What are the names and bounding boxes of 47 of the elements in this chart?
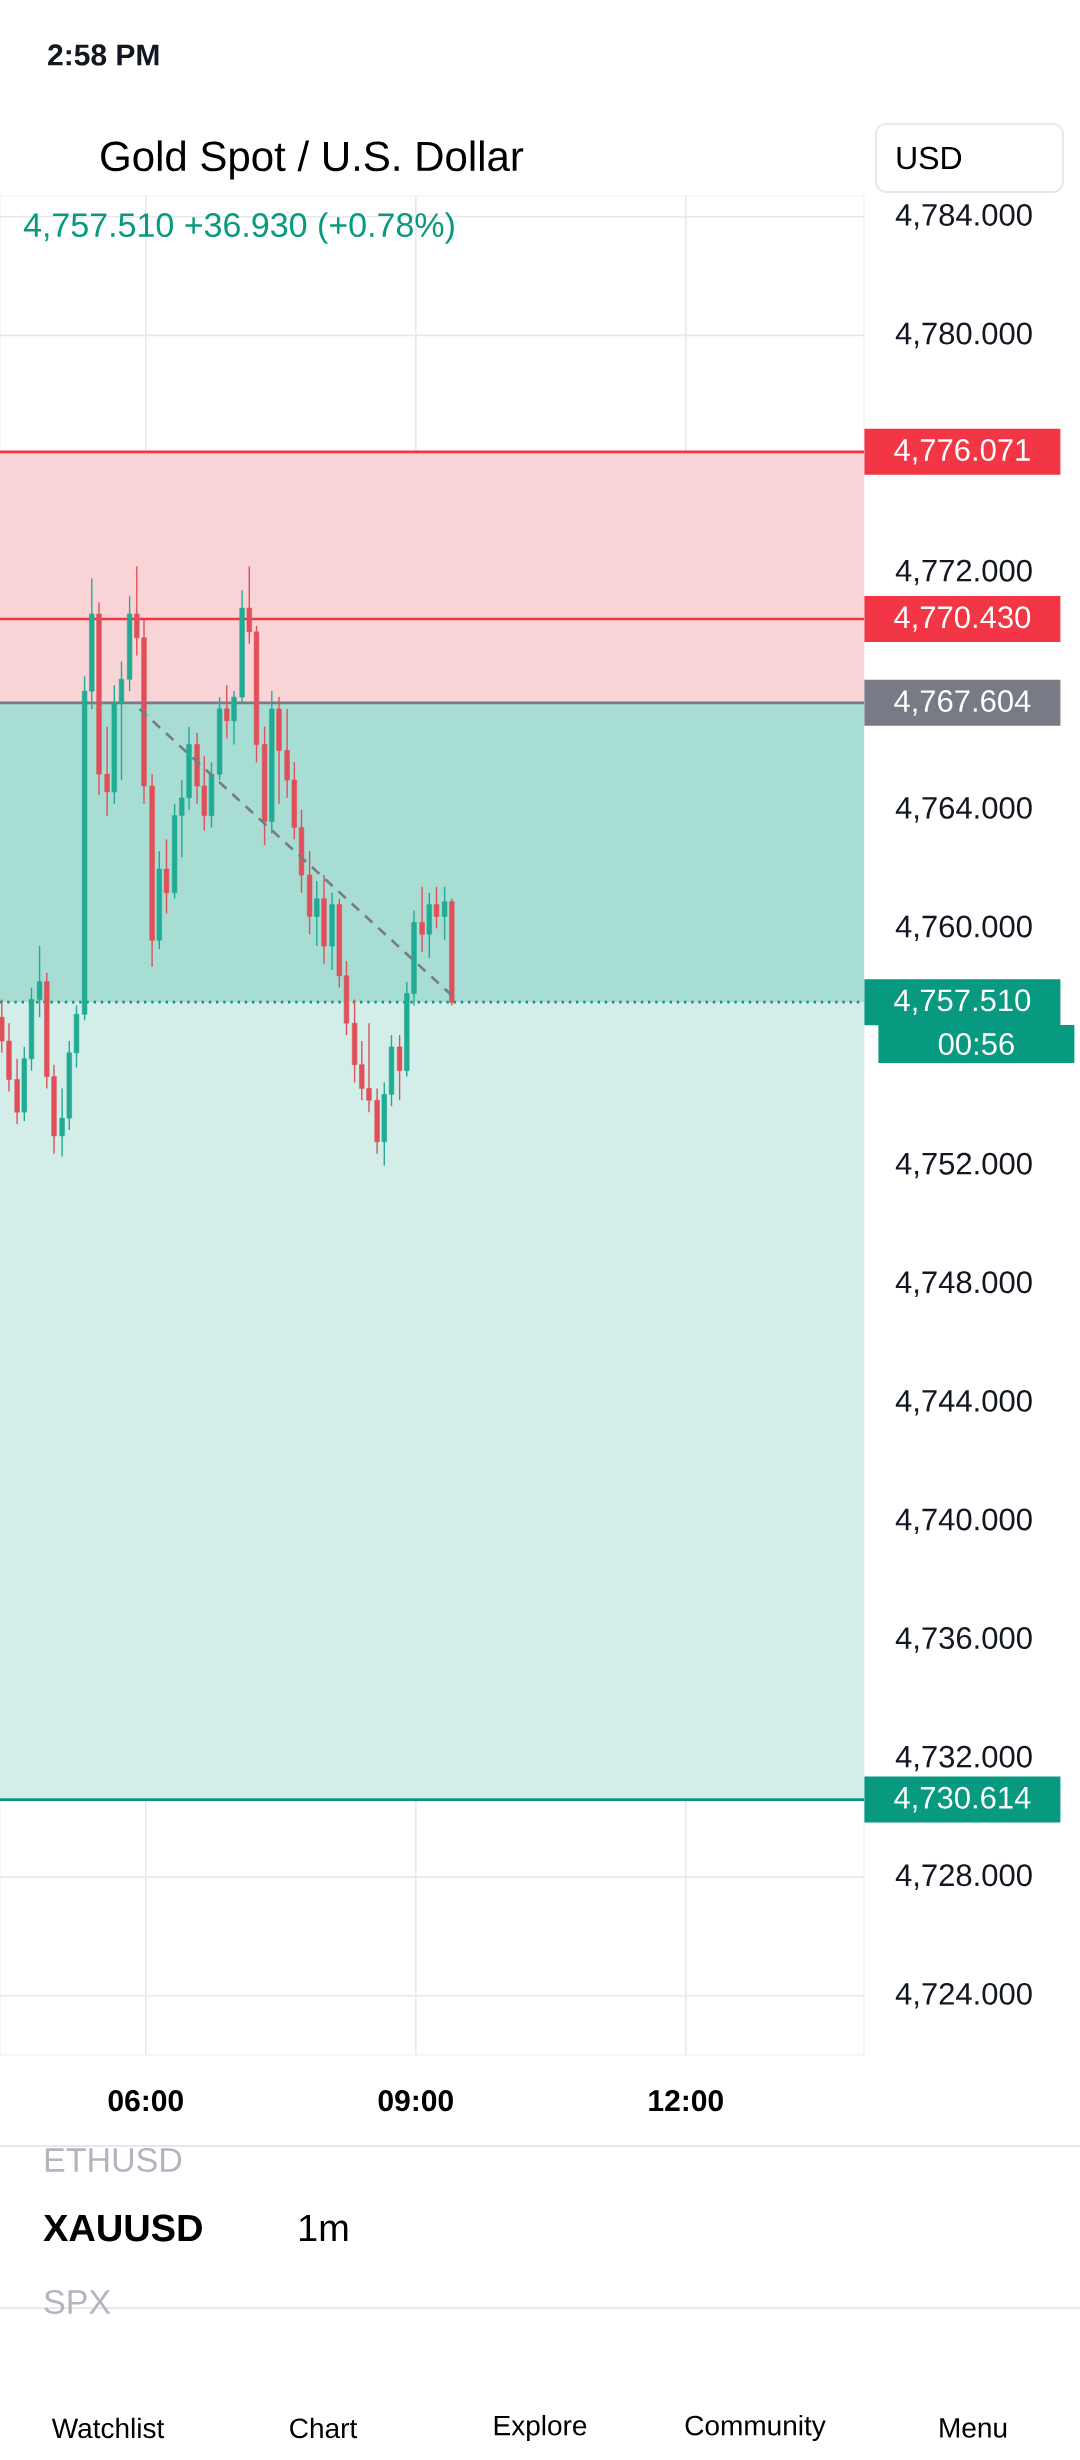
text: 00:56 <box>938 1033 1014 1055</box>
y-tick-label: 4,764.000 <box>895 796 1032 823</box>
ref-line-label: 4,770.430 <box>894 606 1031 632</box>
ref-line-label: 4,757.510 <box>894 989 1031 1015</box>
text: Chart <box>290 2417 358 2439</box>
text: Watchlist <box>51 2417 165 2439</box>
y-tick-label: 4,784.000 <box>895 203 1032 230</box>
y-tick-label: 4,728.000 <box>895 1864 1032 1890</box>
ref-line-label: 4,767.604 <box>894 690 1031 716</box>
x-tick-label: 06:00 <box>108 2090 183 2112</box>
candlestick <box>36 945 43 1018</box>
text: Community <box>685 2414 826 2442</box>
candlestick <box>163 838 170 915</box>
candlestick <box>314 880 320 947</box>
y-tick-label: 4,772.000 <box>895 559 1032 586</box>
x-tick-label: 12:00 <box>649 2090 723 2112</box>
chart-subtitle: 4,757.510 +36.930 (+0.78%) <box>23 212 454 244</box>
candlestick <box>396 1034 403 1101</box>
candlestick <box>104 726 110 817</box>
y-tick-label: 4,736.000 <box>895 1627 1032 1653</box>
y-tick-label: 4,744.000 <box>895 1389 1032 1416</box>
y-tick-label: 4,748.000 <box>895 1271 1032 1297</box>
y-tick-label: 4,740.000 <box>895 1508 1032 1535</box>
text: 1m <box>299 2214 348 2242</box>
candlestick <box>433 886 440 930</box>
text: SPX <box>44 2289 111 2315</box>
chart-title: Gold Spot / U.S. Dollar <box>101 140 524 180</box>
text: XAUUSD <box>43 2214 202 2242</box>
y-tick-label: 4,780.000 <box>895 322 1032 349</box>
y-tick-label: 4,732.000 <box>895 1745 1032 1772</box>
ref-line-label: 4,776.071 <box>894 439 1030 465</box>
ref-line-label: 4,730.614 <box>894 1786 1031 1813</box>
y-tick-label: 4,752.000 <box>895 1152 1032 1179</box>
candlestick <box>441 886 448 941</box>
text: Explore <box>494 2414 587 2442</box>
x-tick-label: 09:00 <box>378 2090 453 2112</box>
text: Menu <box>940 2418 1007 2438</box>
candlestick <box>118 660 125 781</box>
text: 2:58 PM <box>48 44 159 66</box>
candlestick <box>419 886 425 953</box>
text: ETHUSD <box>45 2147 182 2173</box>
text: USD <box>897 146 962 170</box>
y-tick-label: 4,724.000 <box>895 1982 1032 2009</box>
y-tick-label: 4,760.000 <box>895 915 1032 942</box>
candlestick <box>231 690 237 746</box>
candlestick <box>246 565 252 645</box>
candlestick <box>224 684 230 740</box>
